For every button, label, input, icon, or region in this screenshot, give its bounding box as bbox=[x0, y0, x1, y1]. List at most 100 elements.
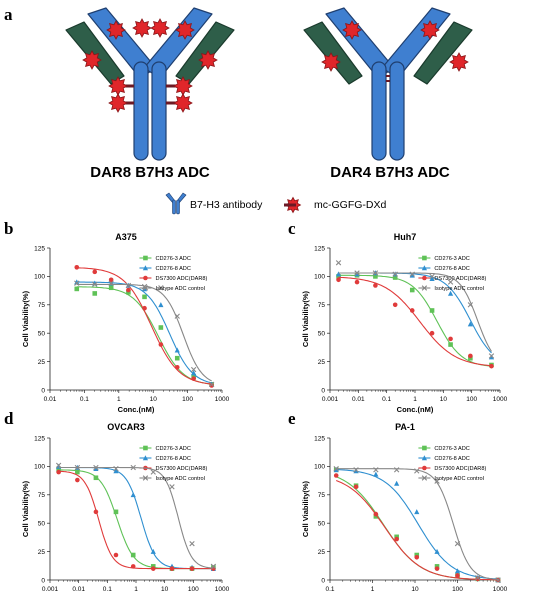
x-tick-label-e-2: 10 bbox=[411, 586, 419, 593]
fit-curve-d-3 bbox=[58, 466, 214, 569]
y-axis-label-d: Cell Viability(%) bbox=[21, 480, 30, 537]
data-point-e-2-0 bbox=[333, 473, 339, 478]
data-point-e-2-7 bbox=[475, 576, 481, 582]
y-tick-label-e-2: 50 bbox=[318, 521, 326, 528]
data-point-e-3-4 bbox=[414, 468, 420, 474]
x-tick-label-d-2: 0.1 bbox=[103, 586, 112, 593]
data-point-b-0-5 bbox=[158, 325, 164, 330]
data-point-b-3-5 bbox=[158, 285, 164, 291]
data-point-c-3-0 bbox=[335, 260, 342, 266]
y-tick-label-b-3: 75 bbox=[38, 302, 46, 309]
chart-panel-b: b A375 0 25 50 75 100 125 0.01 0.1 1 10 100 1000 Conc.… bbox=[4, 219, 230, 414]
data-point-e-3-0 bbox=[333, 465, 339, 472]
data-point-d-2-2 bbox=[93, 509, 99, 515]
data-point-e-3-5 bbox=[434, 478, 440, 484]
data-point-e-1-4 bbox=[414, 509, 420, 515]
x-tick-label-b-1: 0.1 bbox=[80, 396, 89, 403]
data-point-c-2-3 bbox=[392, 302, 398, 308]
data-point-d-2-3 bbox=[113, 552, 119, 558]
x-tick-label-d-5: 100 bbox=[188, 586, 199, 593]
legend-label-b-3: Isotype ADC control bbox=[155, 286, 204, 292]
x-tick-label-c-1: 0.01 bbox=[352, 396, 365, 403]
data-point-d-1-4 bbox=[130, 492, 136, 498]
payload-star-right-10 bbox=[342, 20, 362, 40]
legend-label-c-2: DS7300 ADC(DAR8) bbox=[434, 276, 486, 282]
y-tick-label-d-2: 50 bbox=[38, 521, 46, 528]
dar4-antibody-illustration bbox=[303, 7, 473, 161]
data-point-b-3-8 bbox=[208, 381, 215, 388]
payload-star-left-2 bbox=[150, 18, 170, 38]
y-tick-label-c-2: 50 bbox=[318, 331, 326, 338]
x-tick-label-d-0: 0.001 bbox=[42, 586, 59, 593]
legend-marker-d-3 bbox=[142, 475, 149, 481]
x-tick-label-d-1: 0.01 bbox=[72, 586, 85, 593]
legend-marker-c-3 bbox=[421, 285, 428, 291]
legend-label-e-0: CD276-3 ADC bbox=[434, 446, 469, 452]
data-point-d-1-5 bbox=[150, 548, 156, 554]
data-point-d-3-7 bbox=[189, 540, 195, 547]
x-tick-label-c-3: 1 bbox=[413, 396, 417, 403]
data-point-b-2-1 bbox=[92, 269, 98, 275]
legend-label-b-1: CD276-8 ADC bbox=[155, 266, 190, 272]
legend-label-c-0: CD276-3 ADC bbox=[434, 256, 469, 262]
data-point-d-3-1 bbox=[74, 464, 81, 471]
x-tick-label-c-5: 100 bbox=[466, 396, 477, 403]
data-point-e-1-6 bbox=[454, 568, 461, 574]
legend-marker-c-1 bbox=[421, 265, 427, 271]
legend-marker-b-2 bbox=[143, 275, 148, 281]
data-point-c-2-6 bbox=[448, 336, 453, 342]
y-tick-label-c-1: 25 bbox=[318, 359, 326, 366]
data-point-b-3-7 bbox=[190, 366, 197, 373]
payload-linkers-left bbox=[121, 84, 179, 105]
fit-curve-b-1 bbox=[76, 281, 212, 384]
legend-label-e-3: Isotype ADC control bbox=[434, 476, 483, 482]
data-point-b-2-4 bbox=[142, 305, 147, 311]
data-point-b-0-6 bbox=[174, 355, 180, 361]
data-point-d-2-6 bbox=[169, 566, 175, 571]
payload-star-left-8 bbox=[82, 50, 102, 70]
data-point-e-3-7 bbox=[475, 575, 481, 581]
chart-title-e: PA-1 bbox=[395, 422, 415, 432]
fit-curve-b-0 bbox=[76, 286, 212, 385]
y-tick-label-b-1: 25 bbox=[38, 359, 46, 366]
data-point-b-0-1 bbox=[92, 291, 98, 296]
x-tick-label-e-1: 1 bbox=[371, 586, 375, 593]
x-tick-label-d-4: 10 bbox=[161, 586, 169, 593]
data-point-d-3-0 bbox=[55, 462, 62, 468]
data-point-d-0-2 bbox=[93, 475, 99, 481]
antibody-legend-icon bbox=[165, 192, 187, 215]
data-point-b-1-0 bbox=[74, 279, 80, 285]
x-tick-label-b-4: 100 bbox=[182, 396, 193, 403]
data-point-d-3-6 bbox=[169, 484, 175, 490]
payload-star-left-1 bbox=[132, 18, 152, 38]
fit-curve-c-0 bbox=[338, 274, 492, 367]
fit-curve-b-2 bbox=[76, 267, 212, 385]
data-point-c-3-6 bbox=[447, 279, 454, 285]
data-point-c-1-6 bbox=[447, 290, 454, 296]
dar8-title: DAR8 B7H3 ADC bbox=[90, 164, 210, 181]
legend-label-b-2: DS7300 ADC(DAR8) bbox=[155, 276, 207, 282]
data-point-d-3-3 bbox=[113, 465, 119, 472]
data-point-c-0-3 bbox=[392, 275, 398, 280]
y-tick-label-d-4: 100 bbox=[34, 464, 45, 471]
data-point-e-3-1 bbox=[353, 467, 359, 473]
data-point-b-2-3 bbox=[126, 287, 131, 293]
chart-panel-c: c Huh7 0 25 50 75 100 125 0.001 0.01 0.1 1 10 100 1000… bbox=[288, 219, 508, 414]
x-tick-label-d-3: 1 bbox=[134, 586, 138, 593]
data-point-b-0-0 bbox=[74, 286, 80, 292]
y-tick-label-d-3: 75 bbox=[38, 492, 46, 499]
y-tick-label-e-4: 100 bbox=[314, 464, 325, 471]
payload-star-right-11 bbox=[420, 20, 440, 40]
x-tick-label-c-4: 10 bbox=[440, 396, 448, 403]
dar4-title: DAR4 B7H3 ADC bbox=[330, 164, 450, 181]
data-point-d-0-1 bbox=[75, 469, 80, 475]
legend-marker-c-2 bbox=[422, 275, 427, 281]
payload-legend-label: mc-GGFG-DXd bbox=[314, 199, 386, 211]
y-axis-label-c: Cell Viability(%) bbox=[301, 290, 310, 347]
legend-marker-b-1 bbox=[142, 265, 149, 271]
data-point-e-1-1 bbox=[353, 468, 359, 474]
y-tick-label-b-4: 100 bbox=[34, 274, 45, 281]
legend-marker-b-3 bbox=[142, 285, 149, 291]
x-tick-label-e-0: 0.1 bbox=[325, 586, 334, 593]
